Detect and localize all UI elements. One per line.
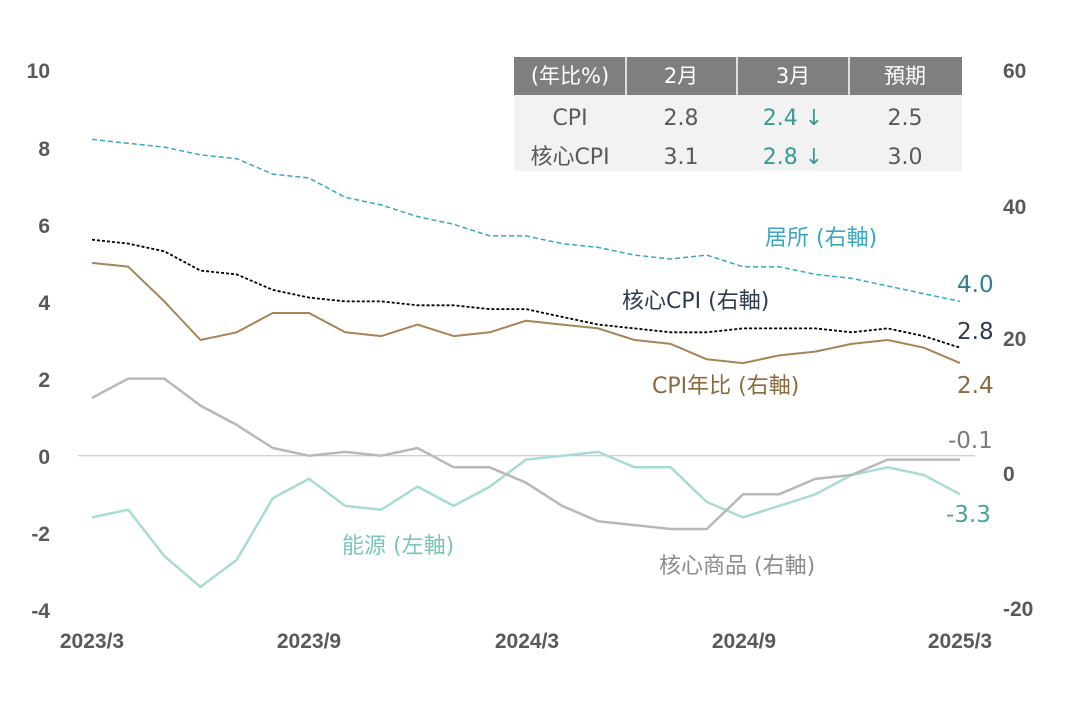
annotation-shelter: 居所 (右軸) [765, 226, 877, 251]
right-y-tick: -20 [1003, 598, 1033, 621]
table-header-cell: 2月 [664, 64, 698, 88]
table-cell: 3.0 [888, 145, 923, 170]
series-line-shelter [91, 138, 961, 303]
x-tick: 2025/3 [928, 630, 992, 653]
series-line-cpi-yoy [91, 261, 961, 365]
table-cell: 2.8 [664, 106, 699, 131]
x-tick: 2023/3 [60, 630, 124, 653]
left-y-tick: -2 [31, 523, 50, 546]
right-y-tick: 40 [1003, 196, 1026, 219]
table-header-cell: (年比%) [531, 64, 609, 88]
left-y-tick: 10 [27, 60, 50, 83]
series-line-core-cpi [91, 238, 961, 349]
right-y-tick: 0 [1003, 463, 1015, 486]
annotation-core-goods: 核心商品 (右軸) [659, 554, 815, 579]
right-y-tick: 20 [1003, 328, 1026, 351]
table-row-label: CPI [552, 106, 587, 131]
x-tick: 2024/9 [712, 630, 776, 653]
right-y-tick: 60 [1003, 60, 1026, 83]
end-label-core-cpi: 2.8 [957, 319, 994, 345]
cpi-summary-table: (年比%) 2月 3月 預期 CPI 2.8 2.4 ↓ 2.5 核心CPI 3… [514, 57, 962, 171]
table-header-bg [514, 57, 962, 95]
table-cell: 2.5 [888, 106, 923, 131]
series-line-core-goods [91, 377, 960, 531]
series-annotations: 居所 (右軸) 核心CPI (右軸) CPI年比 (右軸) 能源 (左軸) 核心… [342, 226, 877, 579]
series-layer [91, 138, 961, 589]
end-value-labels: 4.0 2.8 2.4 -0.1 -3.3 [946, 272, 994, 528]
left-y-tick: 6 [38, 215, 50, 238]
left-y-tick: -4 [31, 600, 50, 623]
x-tick: 2023/9 [277, 630, 341, 653]
left-y-axis: 10 8 6 4 2 0 -2 -4 [27, 60, 51, 623]
table-cell: 3.1 [664, 145, 699, 170]
end-label-core-goods: -0.1 [948, 428, 993, 454]
x-tick: 2024/3 [495, 630, 559, 653]
right-y-axis: 60 40 20 0 -20 [1003, 60, 1033, 621]
x-axis: 2023/3 2023/9 2024/3 2024/9 2025/3 [60, 630, 992, 653]
table-header-cell: 3月 [776, 64, 810, 88]
end-label-shelter: 4.0 [957, 272, 994, 298]
left-y-tick: 8 [38, 138, 50, 161]
table-body-bg [514, 95, 962, 171]
table-row-label: 核心CPI [530, 145, 609, 170]
left-y-tick: 4 [38, 292, 50, 315]
end-label-cpi-yoy: 2.4 [957, 373, 994, 399]
left-y-tick: 0 [38, 446, 50, 469]
annotation-cpi-yoy: CPI年比 (右軸) [652, 374, 799, 399]
table-cell-highlight: 2.8 ↓ [763, 145, 823, 170]
table-cell-highlight: 2.4 ↓ [763, 106, 823, 131]
end-label-energy: -3.3 [946, 502, 991, 528]
left-y-tick: 2 [38, 369, 50, 392]
table-header-cell: 預期 [884, 64, 926, 88]
series-line-energy [91, 450, 961, 589]
annotation-core-cpi: 核心CPI (右軸) [622, 289, 769, 314]
annotation-energy: 能源 (左軸) [342, 534, 454, 559]
